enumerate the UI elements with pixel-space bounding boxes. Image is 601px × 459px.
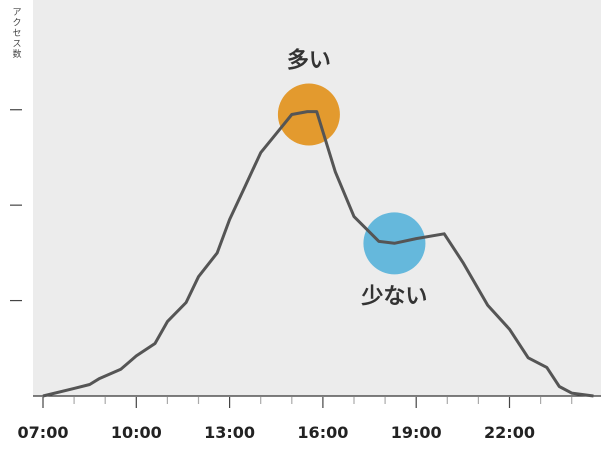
- plot-background: [33, 0, 601, 396]
- x-tick-label: 07:00: [18, 423, 69, 442]
- annotation-label: 多い: [287, 48, 331, 74]
- y-axis-ticks: [10, 109, 22, 302]
- y-axis-label-char: ス: [12, 40, 21, 50]
- y-axis-label-char: ク: [12, 18, 21, 29]
- x-tick-label: 22:00: [484, 423, 535, 442]
- access-series-line: [42, 110, 594, 398]
- x-axis-ticks: 07:00 10:00 13:00 16:00 19:00 22:00: [18, 397, 573, 442]
- annotation-label: 少ない: [360, 284, 427, 309]
- annotation-circle: [277, 83, 340, 146]
- x-tick-label: 16:00: [297, 423, 348, 442]
- y-axis-label-char: ア: [12, 8, 21, 18]
- x-tick-label: 19:00: [391, 423, 442, 442]
- y-axis-label-char: 数: [12, 48, 21, 60]
- x-tick-label: 10:00: [111, 423, 162, 442]
- y-axis-label-char: セ: [12, 28, 21, 39]
- x-tick-label: 13:00: [204, 423, 255, 442]
